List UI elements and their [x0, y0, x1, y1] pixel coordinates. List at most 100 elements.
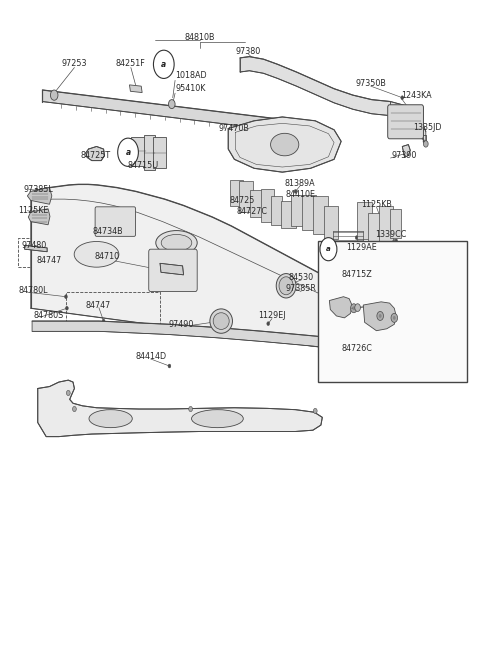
Circle shape [393, 316, 396, 320]
Circle shape [255, 133, 258, 137]
Circle shape [377, 311, 384, 320]
Circle shape [154, 50, 174, 79]
Circle shape [291, 286, 294, 290]
Text: 1129EJ: 1129EJ [258, 311, 286, 320]
Circle shape [395, 239, 397, 243]
Bar [261, 189, 275, 221]
Polygon shape [391, 102, 426, 146]
Text: 97490: 97490 [168, 320, 194, 329]
Circle shape [144, 162, 146, 166]
Text: a: a [326, 246, 331, 252]
Polygon shape [28, 209, 50, 225]
Text: 97385L: 97385L [24, 185, 53, 194]
Text: a: a [125, 148, 131, 157]
Text: 84780S: 84780S [33, 311, 63, 320]
Text: a: a [161, 60, 167, 69]
Text: 97470B: 97470B [219, 124, 250, 133]
Ellipse shape [74, 242, 119, 267]
Polygon shape [363, 302, 396, 331]
Bar [239, 181, 253, 212]
Bar [324, 206, 338, 239]
Circle shape [189, 407, 192, 411]
Text: 84727C: 84727C [236, 208, 267, 216]
Bar [153, 138, 166, 168]
Polygon shape [24, 246, 47, 252]
Circle shape [355, 236, 358, 240]
Polygon shape [228, 117, 341, 172]
Polygon shape [31, 184, 404, 358]
Polygon shape [86, 147, 105, 160]
Bar [390, 209, 401, 238]
Circle shape [34, 246, 37, 249]
Circle shape [352, 307, 355, 310]
Ellipse shape [279, 277, 293, 295]
Circle shape [109, 223, 112, 227]
Circle shape [66, 390, 70, 396]
Circle shape [102, 319, 105, 323]
Circle shape [401, 96, 404, 100]
Text: 84414D: 84414D [135, 352, 166, 361]
Text: 84410E: 84410E [285, 190, 315, 199]
Polygon shape [27, 187, 52, 204]
Text: 84725T: 84725T [80, 151, 110, 160]
Circle shape [72, 407, 76, 411]
Ellipse shape [271, 134, 299, 156]
Text: 84726C: 84726C [341, 343, 372, 352]
Polygon shape [38, 380, 323, 437]
Ellipse shape [213, 312, 229, 329]
Text: 84747: 84747 [85, 301, 110, 310]
Ellipse shape [192, 409, 243, 428]
Text: 84715U: 84715U [128, 161, 159, 170]
Bar [291, 195, 304, 226]
Bar [313, 196, 328, 234]
Bar [302, 195, 316, 230]
Circle shape [95, 149, 98, 152]
Polygon shape [130, 85, 142, 92]
Bar [251, 190, 262, 217]
Text: 84734B: 84734B [92, 227, 123, 236]
Bar [131, 137, 146, 166]
Text: 1125KB: 1125KB [361, 200, 392, 209]
Text: 1339CC: 1339CC [375, 230, 406, 239]
Circle shape [320, 238, 337, 261]
Circle shape [267, 322, 270, 326]
Text: 95410K: 95410K [175, 84, 205, 93]
Polygon shape [160, 263, 183, 275]
Ellipse shape [210, 309, 232, 333]
FancyBboxPatch shape [149, 249, 197, 291]
Text: 1243KA: 1243KA [401, 90, 432, 100]
Circle shape [158, 268, 161, 272]
Circle shape [423, 141, 428, 147]
FancyBboxPatch shape [95, 207, 135, 236]
Text: 97380: 97380 [236, 47, 261, 56]
Bar [271, 196, 282, 225]
Circle shape [355, 304, 360, 311]
Circle shape [392, 240, 397, 248]
Circle shape [379, 314, 382, 318]
Circle shape [210, 320, 213, 324]
Circle shape [36, 188, 38, 192]
Text: 1018AD: 1018AD [175, 71, 207, 81]
Text: 97480: 97480 [21, 241, 47, 250]
Text: 1125KE: 1125KE [18, 206, 48, 215]
Text: 84780L: 84780L [19, 286, 48, 295]
Text: 84810B: 84810B [185, 33, 215, 42]
Text: 84530: 84530 [288, 273, 314, 282]
Circle shape [350, 304, 357, 312]
Ellipse shape [156, 231, 197, 255]
Text: 84725: 84725 [229, 196, 255, 205]
Circle shape [409, 109, 412, 113]
Text: 97390: 97390 [392, 151, 417, 160]
Circle shape [295, 200, 298, 204]
Text: 84251F: 84251F [116, 58, 146, 67]
Circle shape [64, 295, 67, 299]
Text: 1335JD: 1335JD [413, 122, 442, 132]
Text: 84710: 84710 [95, 252, 120, 261]
Bar [144, 135, 156, 170]
Circle shape [65, 307, 68, 310]
Circle shape [391, 313, 397, 322]
Polygon shape [329, 297, 352, 318]
Circle shape [33, 210, 36, 214]
Polygon shape [402, 145, 410, 157]
Bar [357, 202, 372, 239]
